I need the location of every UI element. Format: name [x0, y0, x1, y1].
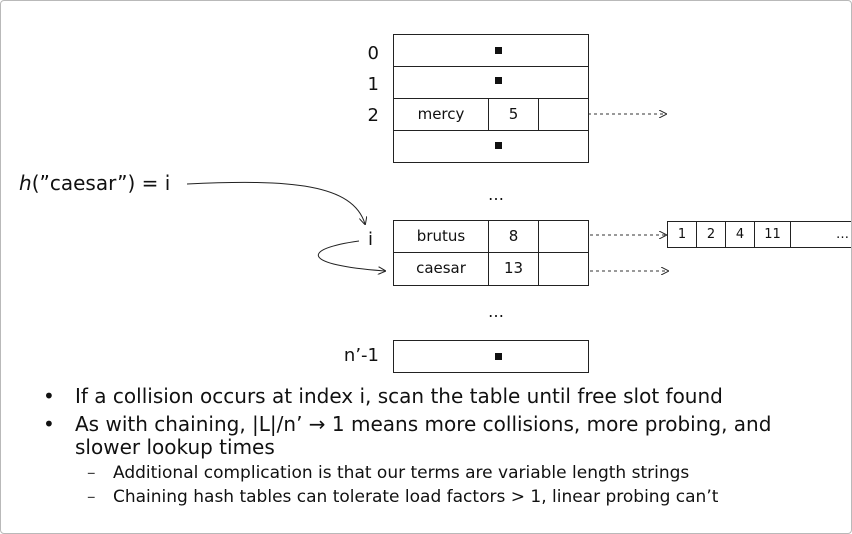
slot-i-term: brutus	[393, 220, 489, 253]
slot-i-pointer	[538, 220, 589, 253]
slot-2-pointer	[538, 98, 589, 131]
bullet-item: If a collision occurs at index i, scan t…	[41, 384, 841, 409]
empty-slot-marker	[495, 353, 502, 360]
bullet-item: As with chaining, |L|/n’ → 1 means more …	[41, 412, 841, 510]
sub-bullet-text: Additional complication is that our term…	[113, 463, 690, 483]
sub-bullet-item: Chaining hash tables can tolerate load f…	[75, 485, 841, 509]
sub-bullet-text: Chaining hash tables can tolerate load f…	[113, 487, 719, 507]
table-slot-3	[393, 130, 589, 163]
bullet-list: If a collision occurs at index i, scan t…	[41, 385, 841, 514]
slot-2-term: mercy	[393, 98, 489, 131]
table-slot-1	[393, 66, 589, 99]
bullet-text: As with chaining, |L|/n’ → 1 means more …	[75, 412, 772, 459]
index-label-1: 1	[367, 74, 379, 95]
sub-bullet-item: Additional complication is that our term…	[75, 461, 841, 485]
table-slot-last	[393, 340, 589, 373]
hash-expression: h(”caesar”) = i	[19, 171, 170, 195]
posting-1: 1	[667, 221, 697, 248]
sub-bullet-list: Additional complication is that our term…	[75, 461, 841, 509]
posting-2: 2	[696, 221, 726, 248]
table-slot-0	[393, 34, 589, 67]
index-label-2: 2	[367, 105, 379, 126]
index-label-i: i	[367, 229, 373, 250]
hash-argument: (”caesar”) = i	[31, 171, 171, 195]
slot-i-plus-1-term: caesar	[393, 252, 489, 286]
index-label-0: 0	[367, 43, 379, 64]
posting-4: 11	[754, 221, 791, 248]
slot-i-plus-1-freq: 13	[488, 252, 539, 286]
slot-2-freq: 5	[488, 98, 539, 131]
empty-slot-marker	[495, 142, 502, 149]
slot-i-plus-1-pointer	[538, 252, 589, 286]
empty-slot-marker	[495, 47, 502, 54]
hash-function-name: h	[19, 171, 32, 195]
ellipsis-bottom: …	[488, 302, 504, 321]
index-label-n-minus-1: n’-1	[343, 345, 379, 366]
hash-to-i-arrow	[186, 181, 365, 224]
ellipsis-top: …	[488, 185, 504, 204]
posting-3: 4	[725, 221, 755, 248]
empty-slot-marker	[495, 77, 502, 84]
slot-i-freq: 8	[488, 220, 539, 253]
probe-arrow	[317, 240, 385, 271]
bullet-text: If a collision occurs at index i, scan t…	[75, 384, 723, 408]
posting-more: …	[790, 221, 851, 248]
